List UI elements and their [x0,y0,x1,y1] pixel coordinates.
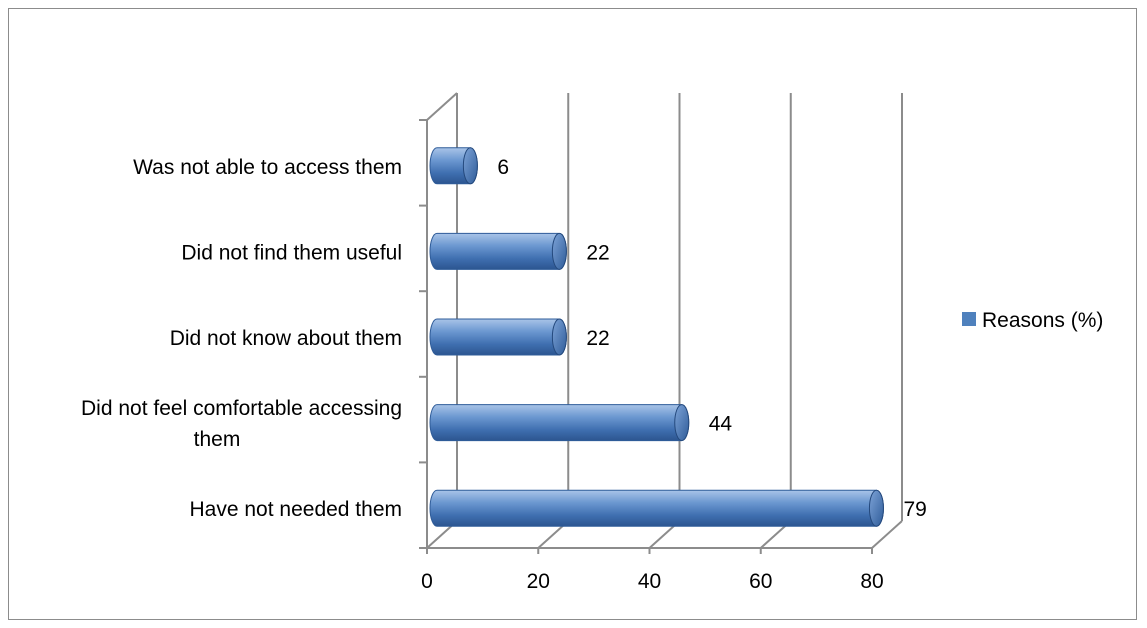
y-axis-depth-line [426,92,458,121]
x-tick-label: 20 [527,570,550,593]
data-label: 79 [903,498,926,521]
floor-depth-line [871,520,903,549]
bars-layer [429,147,884,527]
bar-cap [462,147,478,185]
legend-swatch [962,312,976,326]
bar-cap [868,489,884,527]
x-tick-label: 60 [749,570,772,593]
bar-cap [551,318,567,356]
labels-layer: 0 20 40 60 80 6 Was not able to access them 22 D… [81,156,927,593]
category-label: Did not know about them [170,327,402,350]
x-tick-label: 0 [421,570,433,593]
category-label-line: Was not able to access them [133,156,402,179]
bar [429,232,567,270]
category-label-line: Have not needed them [190,498,402,521]
category-label-line: Did not feel comfortable accessing [81,397,402,420]
category-label: Did not feel comfortable accessing them [81,397,402,451]
bar-body [429,404,690,442]
bar-cap [551,232,567,270]
category-label-line: them [194,428,241,451]
x-tick-label: 40 [638,570,661,593]
bar [429,318,567,356]
category-label-line: Did not know about them [170,327,402,350]
bar-body [429,318,567,356]
bar [429,147,478,185]
legend: Reasons (%) [962,309,1103,332]
data-label: 44 [709,413,733,436]
category-label: Have not needed them [190,498,402,521]
legend-label: Reasons (%) [982,309,1103,332]
bar [429,489,884,527]
data-label: 22 [586,327,609,350]
category-label-line: Did not find them useful [181,241,402,264]
category-label: Was not able to access them [133,156,402,179]
data-label: 6 [497,156,509,179]
data-label: 22 [586,241,609,264]
bar-body [429,232,567,270]
bar-body [429,489,884,527]
category-label: Did not find them useful [181,241,402,264]
bar [429,404,690,442]
x-tick-label: 80 [860,570,883,593]
bar-cap [674,404,690,442]
